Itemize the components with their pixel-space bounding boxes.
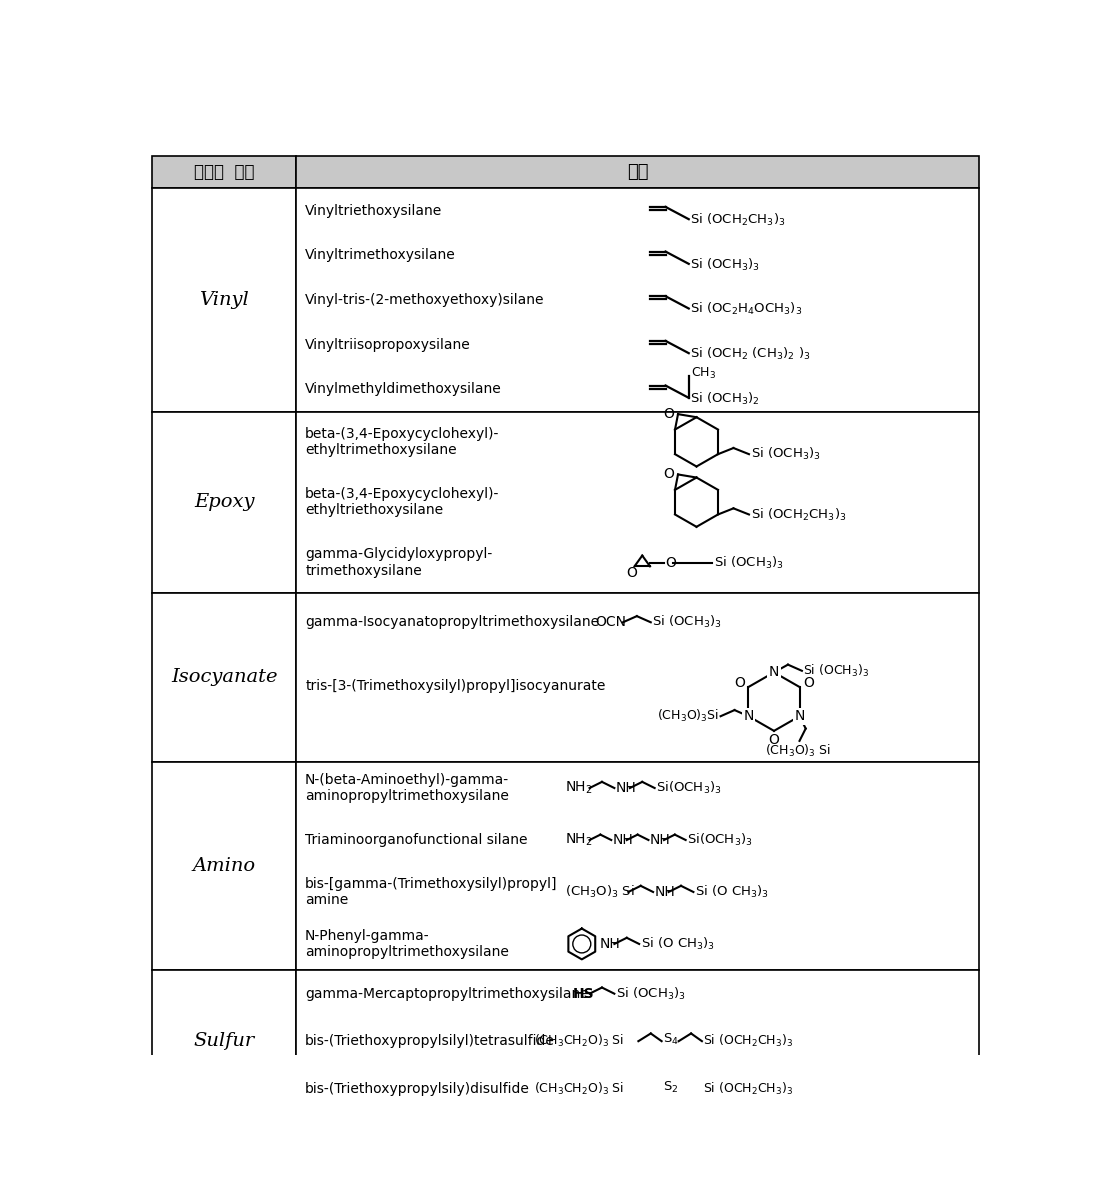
Text: O: O <box>803 677 814 690</box>
Bar <box>153 188 296 411</box>
Text: S$_2$: S$_2$ <box>664 1080 678 1095</box>
Text: Vinylmethyldimethoxysilane: Vinylmethyldimethoxysilane <box>305 383 502 396</box>
Text: Sulfur: Sulfur <box>194 1032 255 1050</box>
Text: Triaminoorganofunctional silane: Triaminoorganofunctional silane <box>305 833 527 847</box>
Text: tris-[3-(Trimethoxysilyl)propyl]isocyanurate: tris-[3-(Trimethoxysilyl)propyl]isocyanu… <box>305 679 605 693</box>
Text: O: O <box>627 565 637 579</box>
Text: HS: HS <box>573 987 594 1000</box>
Bar <box>153 971 296 1113</box>
Bar <box>296 592 979 762</box>
Text: Si (O CH$_3$)$_3$: Si (O CH$_3$)$_3$ <box>640 936 715 952</box>
Text: (CH$_3$O)$_3$Si: (CH$_3$O)$_3$Si <box>657 709 719 724</box>
Text: Vinyltriisopropoxysilane: Vinyltriisopropoxysilane <box>305 338 471 352</box>
Text: Si (O CH$_3$)$_3$: Si (O CH$_3$)$_3$ <box>695 884 769 901</box>
Text: Vinyltrimethoxysilane: Vinyltrimethoxysilane <box>305 249 455 262</box>
Bar <box>296 762 979 971</box>
Text: (CH$_3$O)$_3$ Si: (CH$_3$O)$_3$ Si <box>765 743 831 758</box>
Text: Si (OCH$_3$)$_3$: Si (OCH$_3$)$_3$ <box>803 662 870 679</box>
Text: NH$_2$: NH$_2$ <box>565 780 593 796</box>
Text: N-Phenyl-gamma-
aminopropyltrimethoxysilane: N-Phenyl-gamma- aminopropyltrimethoxysil… <box>305 929 509 959</box>
Text: OCN: OCN <box>596 615 627 629</box>
Text: Si (OCH$_3$)$_3$: Si (OCH$_3$)$_3$ <box>690 257 760 273</box>
Text: beta-(3,4-Epoxycyclohexyl)-
ethyltriethoxysilane: beta-(3,4-Epoxycyclohexyl)- ethyltrietho… <box>305 487 500 518</box>
Text: Si (OCH$_2$CH$_3$)$_3$: Si (OCH$_2$CH$_3$)$_3$ <box>704 1033 793 1049</box>
Text: bis-(Triethoxypropylsilyl)tetrasulfide: bis-(Triethoxypropylsilyl)tetrasulfide <box>305 1035 555 1049</box>
Bar <box>296 971 979 1113</box>
Bar <box>153 762 296 971</box>
Text: NH$_2$: NH$_2$ <box>565 832 593 848</box>
Text: O: O <box>666 556 676 570</box>
Text: beta-(3,4-Epoxycyclohexyl)-
ethyltrimethoxysilane: beta-(3,4-Epoxycyclohexyl)- ethyltrimeth… <box>305 427 500 457</box>
Text: O: O <box>769 734 779 747</box>
Text: Si (OC$_2$H$_4$OCH$_3$)$_3$: Si (OC$_2$H$_4$OCH$_3$)$_3$ <box>690 301 802 318</box>
Text: NH: NH <box>613 833 634 847</box>
Text: NH: NH <box>616 781 637 795</box>
Bar <box>296 188 979 411</box>
Text: Si (OCH$_2$CH$_3$)$_3$: Si (OCH$_2$CH$_3$)$_3$ <box>704 1081 793 1096</box>
Text: gamma-Mercaptopropyltrimethoxysilane: gamma-Mercaptopropyltrimethoxysilane <box>305 987 588 1000</box>
Text: N-(beta-Aminoethyl)-gamma-
aminopropyltrimethoxysilane: N-(beta-Aminoethyl)-gamma- aminopropyltr… <box>305 773 510 803</box>
Text: CH$_3$: CH$_3$ <box>691 366 716 380</box>
Text: NH: NH <box>655 885 676 899</box>
Text: Vinyl-tris-(2-methoxyethoxy)silane: Vinyl-tris-(2-methoxyethoxy)silane <box>305 293 545 307</box>
Text: 관능기  형태: 관능기 형태 <box>194 164 255 181</box>
Text: bis-(Triethoxypropylsily)disulfide: bis-(Triethoxypropylsily)disulfide <box>305 1082 530 1096</box>
Text: N: N <box>794 710 804 723</box>
Text: Epoxy: Epoxy <box>194 493 255 511</box>
Text: N: N <box>769 665 779 679</box>
Text: Vinyltriethoxysilane: Vinyltriethoxysilane <box>305 204 442 218</box>
Text: Si (OCH$_2$CH$_3$)$_3$: Si (OCH$_2$CH$_3$)$_3$ <box>750 506 847 523</box>
Text: Si (OCH$_2$CH$_3$)$_3$: Si (OCH$_2$CH$_3$)$_3$ <box>690 212 786 228</box>
Text: (CH$_3$O)$_3$ Si: (CH$_3$O)$_3$ Si <box>565 884 635 901</box>
Text: Amino: Amino <box>193 857 256 875</box>
Bar <box>153 156 296 188</box>
Text: Si (OCH$_3$)$_2$: Si (OCH$_3$)$_2$ <box>690 391 760 406</box>
Text: Si (OCH$_3$)$_3$: Si (OCH$_3$)$_3$ <box>616 986 686 1001</box>
Text: Si (OCH$_2$ (CH$_3$)$_2$ )$_3$: Si (OCH$_2$ (CH$_3$)$_2$ )$_3$ <box>690 346 811 361</box>
Text: gamma-Isocyanatopropyltrimethoxysilane: gamma-Isocyanatopropyltrimethoxysilane <box>305 615 599 629</box>
Bar <box>153 411 296 592</box>
Bar <box>296 411 979 592</box>
Bar <box>153 592 296 762</box>
Bar <box>296 156 979 188</box>
Text: 구조: 구조 <box>627 164 648 181</box>
Text: Si (OCH$_3$)$_3$: Si (OCH$_3$)$_3$ <box>750 446 820 462</box>
Text: O: O <box>664 408 674 421</box>
Text: O: O <box>733 677 745 690</box>
Text: (CH$_3$CH$_2$O)$_3$ Si: (CH$_3$CH$_2$O)$_3$ Si <box>534 1033 624 1049</box>
Text: bis-[gamma-(Trimethoxysilyl)propyl]
amine: bis-[gamma-(Trimethoxysilyl)propyl] amin… <box>305 877 557 907</box>
Text: NH: NH <box>650 833 670 847</box>
Text: Si (OCH$_3$)$_3$: Si (OCH$_3$)$_3$ <box>653 614 722 630</box>
Text: Vinyl: Vinyl <box>199 292 249 309</box>
Text: Si(OCH$_3$)$_3$: Si(OCH$_3$)$_3$ <box>656 780 722 796</box>
Text: Si(OCH$_3$)$_3$: Si(OCH$_3$)$_3$ <box>687 832 753 848</box>
Text: gamma-Glycidyloxypropyl-
trimethoxysilane: gamma-Glycidyloxypropyl- trimethoxysilan… <box>305 547 492 577</box>
Text: S$_4$: S$_4$ <box>664 1032 679 1048</box>
Text: N: N <box>743 710 753 723</box>
Text: NH: NH <box>599 937 620 950</box>
Text: Isocyanate: Isocyanate <box>171 668 277 686</box>
Text: O: O <box>664 467 674 481</box>
Text: Si (OCH$_3$)$_3$: Si (OCH$_3$)$_3$ <box>714 556 783 571</box>
Text: (CH$_3$CH$_2$O)$_3$ Si: (CH$_3$CH$_2$O)$_3$ Si <box>534 1081 624 1096</box>
